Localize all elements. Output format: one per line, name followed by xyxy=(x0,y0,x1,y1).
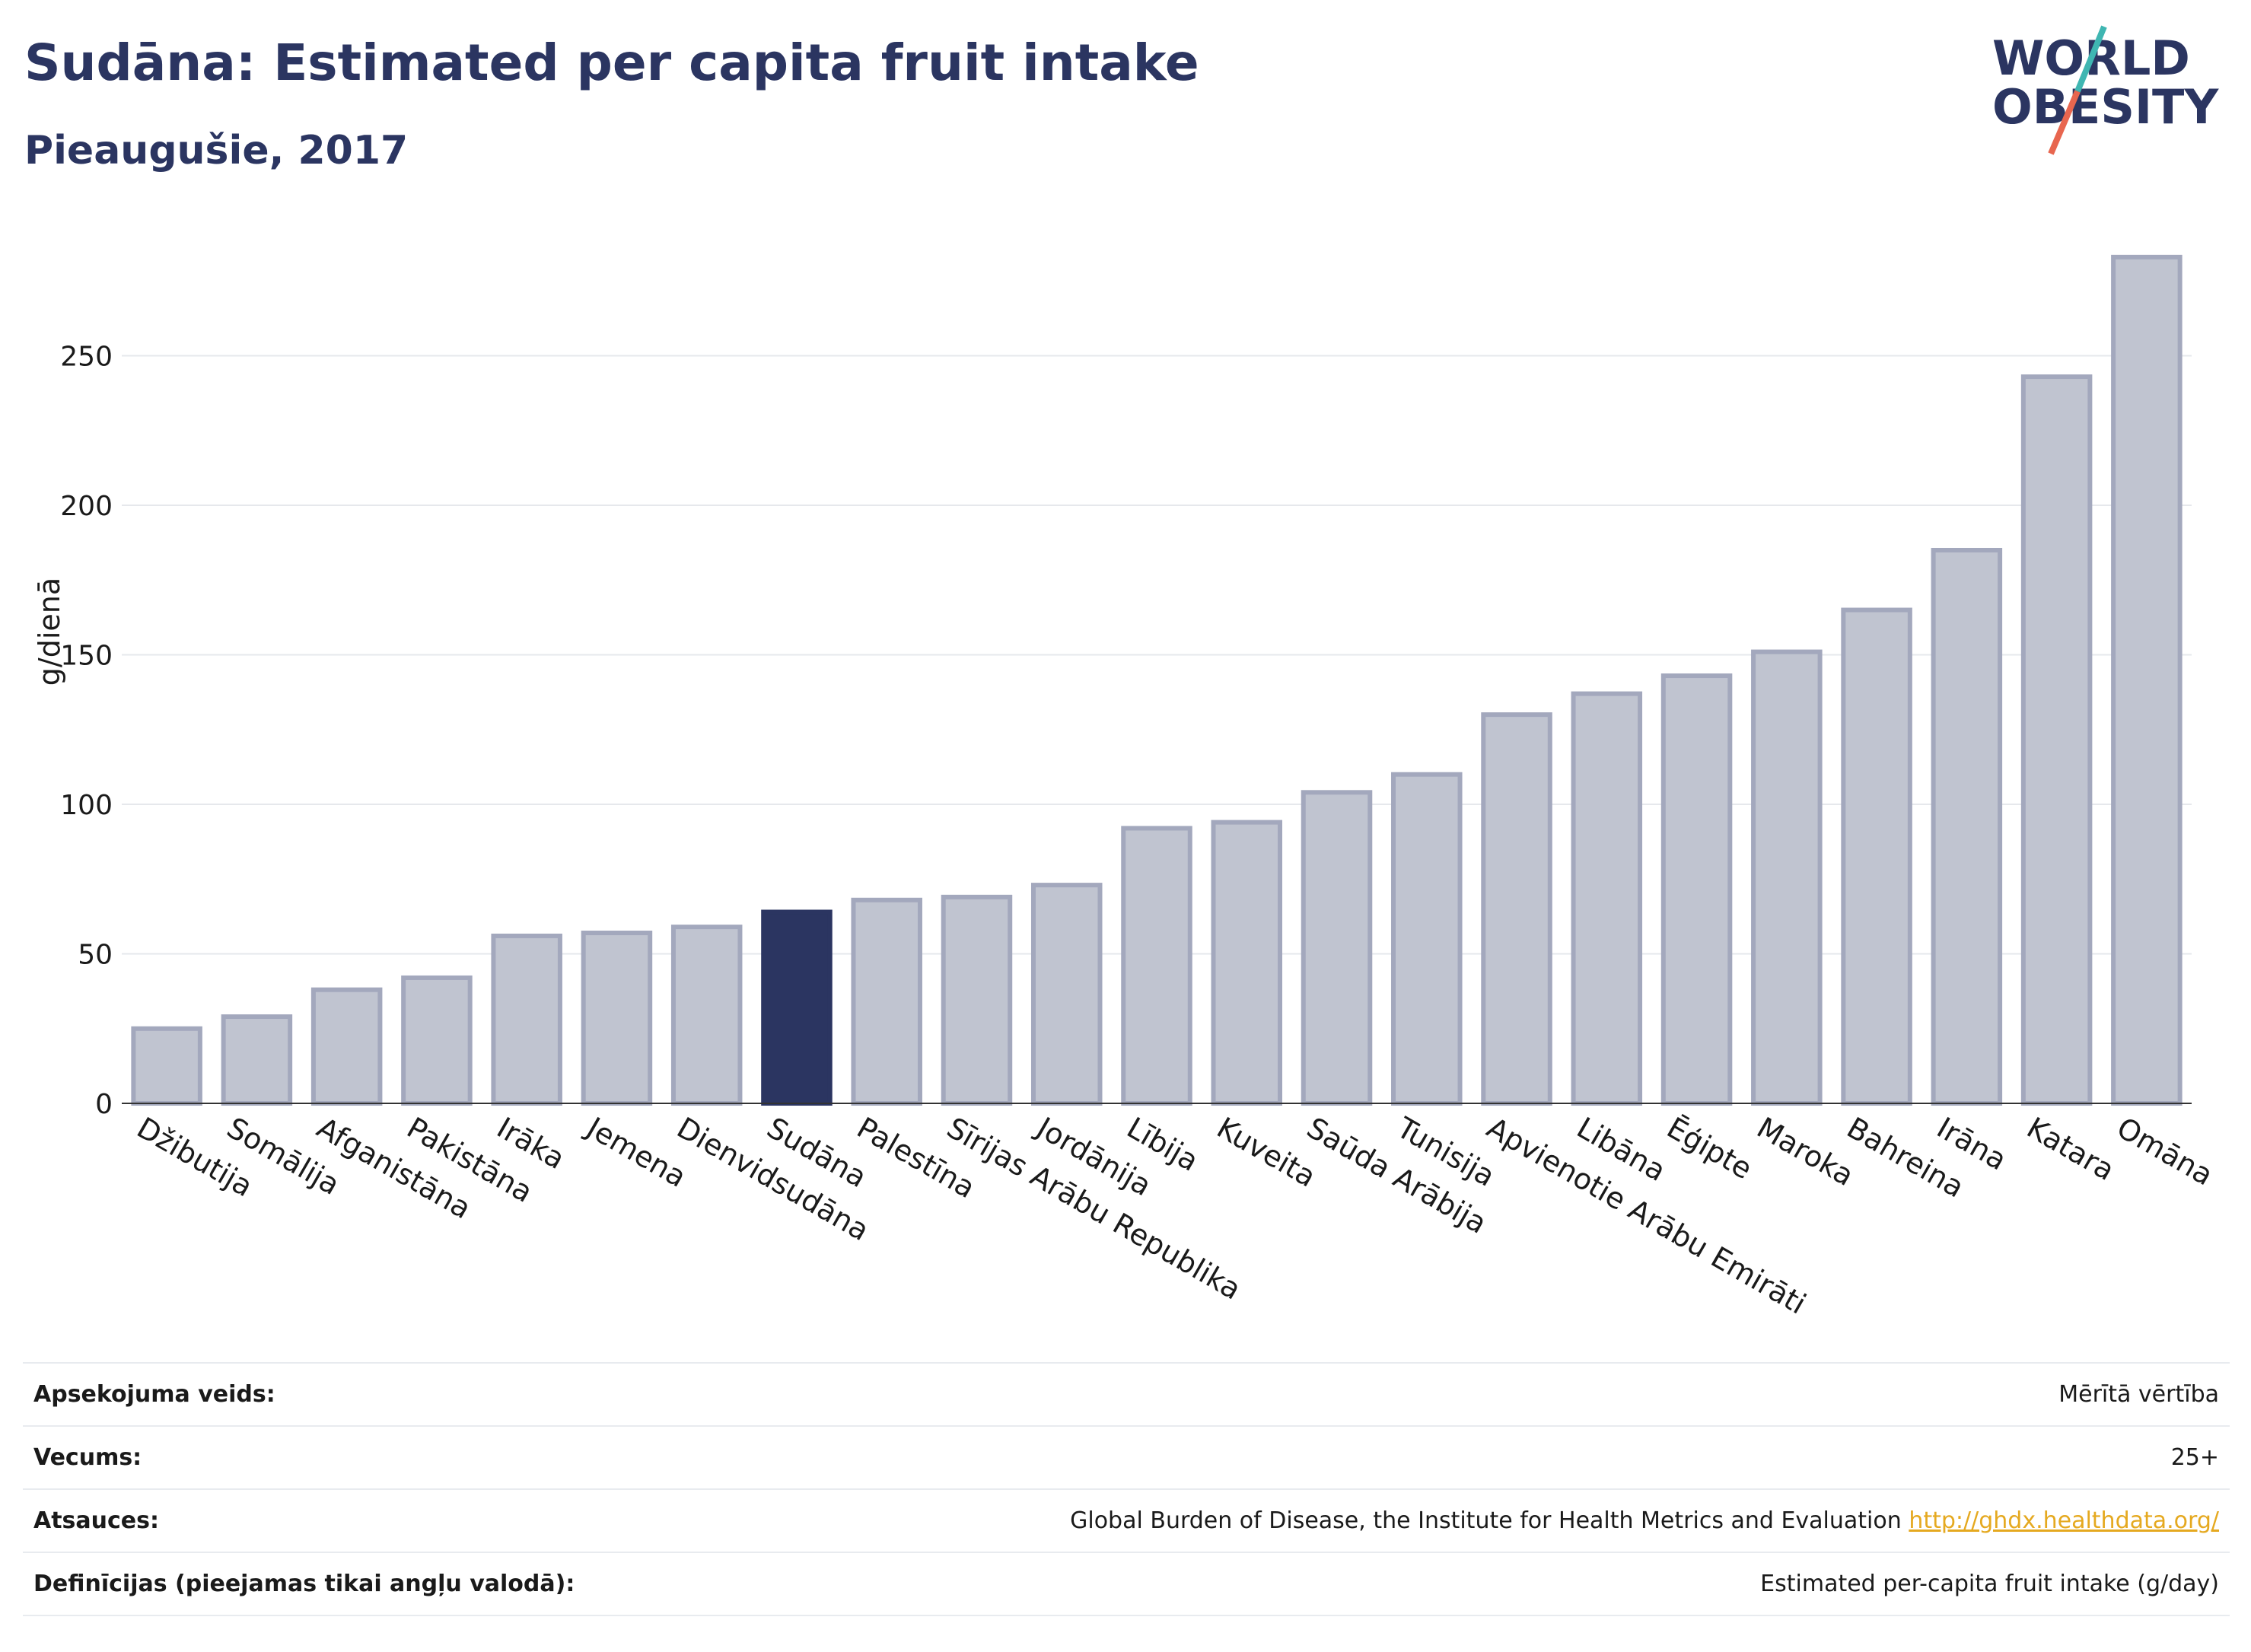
y-tick-label: 250 xyxy=(60,342,113,373)
bar xyxy=(131,1026,202,1106)
y-tick-labels: 0 50 100 150 200 250 xyxy=(60,342,113,1120)
reference-text: Global Burden of Disease, the Institute … xyxy=(1070,1507,1902,1534)
bars xyxy=(131,254,2183,1106)
meta-row-definitions: Definīcijas (pieejamas tikai angļu valod… xyxy=(23,1552,2230,1616)
bar xyxy=(581,931,653,1106)
x-tick-label: Katara xyxy=(2021,1111,2120,1187)
bar xyxy=(1121,826,1192,1106)
metadata-table: Apsekojuma veids: Mērītā vērtība Vecums:… xyxy=(23,1362,2230,1616)
chart-subtitle: Pieaugušie, 2017 xyxy=(24,128,409,173)
bar xyxy=(670,925,743,1106)
y-tick-label: 200 xyxy=(60,491,113,522)
x-tick-label: Maroka xyxy=(1751,1111,1859,1192)
y-tick-label: 0 xyxy=(95,1089,113,1120)
bar xyxy=(1391,772,1463,1106)
bar-chart: 0 50 100 150 200 250 DžibutijaSomālijaAfganis… xyxy=(33,254,2219,1321)
bar xyxy=(401,975,473,1106)
bar xyxy=(2111,254,2183,1106)
bar xyxy=(1030,883,1103,1106)
bar xyxy=(1931,547,2003,1106)
bar xyxy=(1841,607,1912,1106)
world-obesity-logo: WORLD OBESITY xyxy=(1992,25,2219,155)
bar xyxy=(1751,649,1823,1106)
logo-slash-coral xyxy=(2048,90,2081,155)
bar xyxy=(310,987,383,1106)
meta-value: 25+ xyxy=(739,1425,2230,1489)
bar xyxy=(221,1014,293,1106)
meta-row-survey-type: Apsekojuma veids: Mērītā vērtība xyxy=(23,1362,2230,1426)
y-tick-label: 100 xyxy=(60,790,113,821)
bar xyxy=(1481,712,1552,1106)
bar xyxy=(941,894,1013,1106)
bar xyxy=(2020,374,2093,1106)
meta-value: Mērītā vērtība xyxy=(739,1362,2230,1426)
y-tick-label: 150 xyxy=(60,641,113,672)
bar xyxy=(1571,691,1643,1106)
x-tick-label: Ēģipte xyxy=(1661,1111,1758,1186)
meta-value: Estimated per-capita fruit intake (g/day… xyxy=(739,1552,2230,1616)
logo-slash-teal xyxy=(2074,25,2107,93)
y-tick-label: 50 xyxy=(78,940,113,971)
chart-title: Sudāna: Estimated per capita fruit intak… xyxy=(24,33,1199,92)
bar xyxy=(851,897,922,1106)
meta-key: Definīcijas (pieejamas tikai angļu valod… xyxy=(23,1552,740,1616)
reference-link[interactable]: http://ghdx.healthdata.org/ xyxy=(1909,1507,2219,1534)
x-tick-label: Jemena xyxy=(580,1110,692,1194)
meta-key: Vecums: xyxy=(23,1425,740,1489)
bar xyxy=(491,933,562,1106)
x-tick-label: Omāna xyxy=(2111,1111,2218,1192)
x-tick-label: Kuveita xyxy=(1211,1111,1322,1194)
meta-key: Apsekojuma veids: xyxy=(23,1362,740,1426)
y-axis-label: g/dienā xyxy=(33,578,66,686)
bar xyxy=(761,909,833,1106)
bar xyxy=(1211,820,1283,1106)
x-tick-labels: DžibutijaSomālijaAfganistānaPakistānaIrā… xyxy=(132,1110,2219,1321)
bar xyxy=(1660,673,1733,1106)
meta-row-age: Vecums: 25+ xyxy=(23,1425,2230,1489)
logo-line2: OBESITY xyxy=(1992,79,2219,135)
bar xyxy=(1301,790,1373,1106)
meta-row-references: Atsauces: Global Burden of Disease, the … xyxy=(23,1488,2230,1552)
meta-key: Atsauces: xyxy=(23,1488,740,1552)
meta-value: Global Burden of Disease, the Institute … xyxy=(739,1488,2230,1552)
